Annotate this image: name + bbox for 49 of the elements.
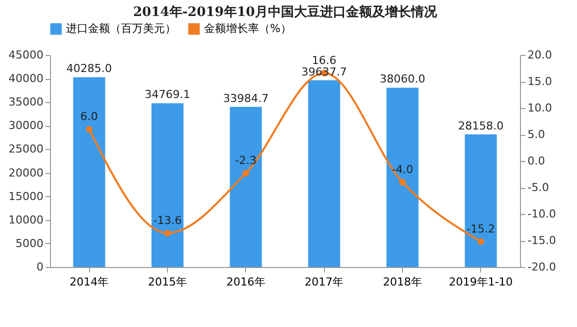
bar [308, 80, 340, 267]
x-tick-label: 2015年 [148, 276, 187, 288]
data-label: 16.6 [312, 54, 336, 68]
point [477, 238, 484, 245]
x-tick-label: 2016年 [226, 276, 266, 288]
legend-label: 进口金额（百万美元） [66, 22, 176, 35]
bar [230, 106, 262, 267]
data-label: 33984.7 [223, 92, 269, 105]
bar [73, 77, 106, 267]
data-label: -13.6 [153, 214, 182, 228]
data-label: 6.0 [80, 110, 98, 124]
point [399, 178, 406, 186]
y-tick-label: 0 [36, 260, 44, 274]
y-tick-label: 25000 [8, 142, 44, 156]
y-tick-label: 45000 [8, 48, 44, 62]
point [164, 230, 171, 236]
data-label: 34769.1 [144, 88, 190, 102]
y2-tick-label: 10.0 [528, 102, 552, 114]
x-tick-label: 2018年 [383, 276, 422, 288]
y-tick-label: 35000 [8, 96, 44, 109]
x-tick-label: 2014年 [70, 276, 109, 288]
y-tick-label: 15000 [8, 190, 44, 203]
legend-label: 金额增长率（%） [204, 22, 292, 35]
data-label: 40285.0 [66, 62, 112, 76]
y2-tick-label: -5.0 [528, 181, 549, 194]
bar [386, 88, 418, 267]
y2-tick-label: -10.0 [528, 208, 556, 220]
y2-tick-label: 20.0 [528, 48, 552, 62]
y2-tick-label: -15.0 [528, 234, 556, 247]
y-tick-label: 5000 [16, 236, 44, 250]
point [242, 170, 250, 177]
y2-tick-label: 5.0 [528, 128, 545, 141]
data-label: -15.2 [466, 222, 496, 236]
bar [152, 103, 184, 267]
y2-tick-label: 0.0 [528, 154, 545, 168]
x-tick-label: 2019年1-10 [448, 276, 513, 288]
y-tick-label: 20000 [8, 166, 44, 180]
x-tick-label: 2017年 [304, 276, 344, 288]
y-tick-label: 10000 [8, 213, 44, 226]
y2-tick-label: 15.0 [528, 75, 552, 88]
data-label: 28158.0 [458, 119, 504, 132]
point [86, 126, 93, 133]
y-tick-label: 40000 [8, 72, 44, 86]
chart-title: 2014年-2019年10月中国大豆进口金额及增长情况 [133, 4, 438, 20]
data-label: 38060.0 [380, 72, 426, 86]
data-label: -2.3 [235, 154, 257, 168]
bar [464, 134, 497, 267]
y-tick-label: 30000 [8, 119, 44, 132]
y2-tick-label: -20.0 [528, 260, 556, 274]
